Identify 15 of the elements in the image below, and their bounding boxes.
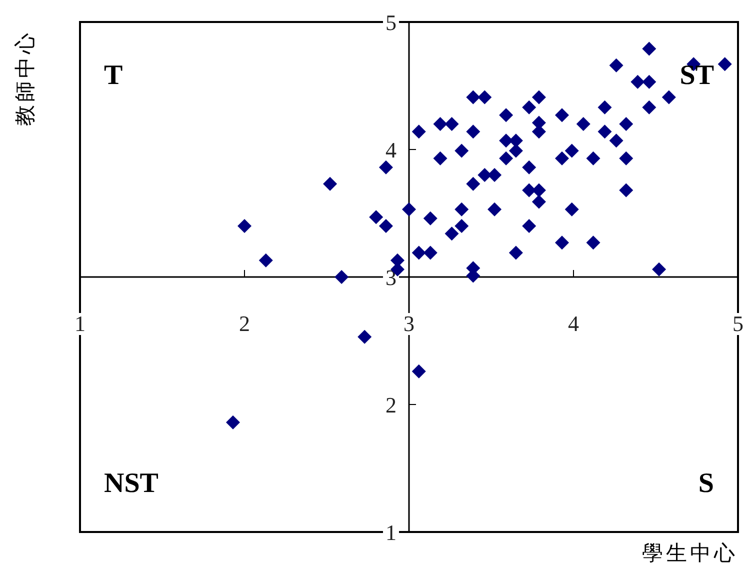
x-tick-label: 5 (732, 311, 744, 336)
y-axis-title: 教師中心 (13, 30, 37, 126)
x-axis-title: 學生中心 (642, 541, 738, 565)
annotation: S (698, 468, 714, 499)
y-tick-label: 5 (386, 10, 396, 35)
x-tick-label: 4 (568, 311, 579, 336)
y-tick-label: 2 (386, 392, 396, 418)
annotation: NST (104, 468, 159, 499)
x-tick-label: 3 (404, 311, 414, 336)
x-tick-label: 1 (74, 311, 86, 336)
y-tick-label: 4 (386, 138, 396, 162)
annotation: ST (680, 60, 714, 91)
x-tick-label: 2 (239, 311, 250, 336)
y-tick-label: 1 (386, 520, 396, 545)
annotation: T (104, 60, 123, 91)
